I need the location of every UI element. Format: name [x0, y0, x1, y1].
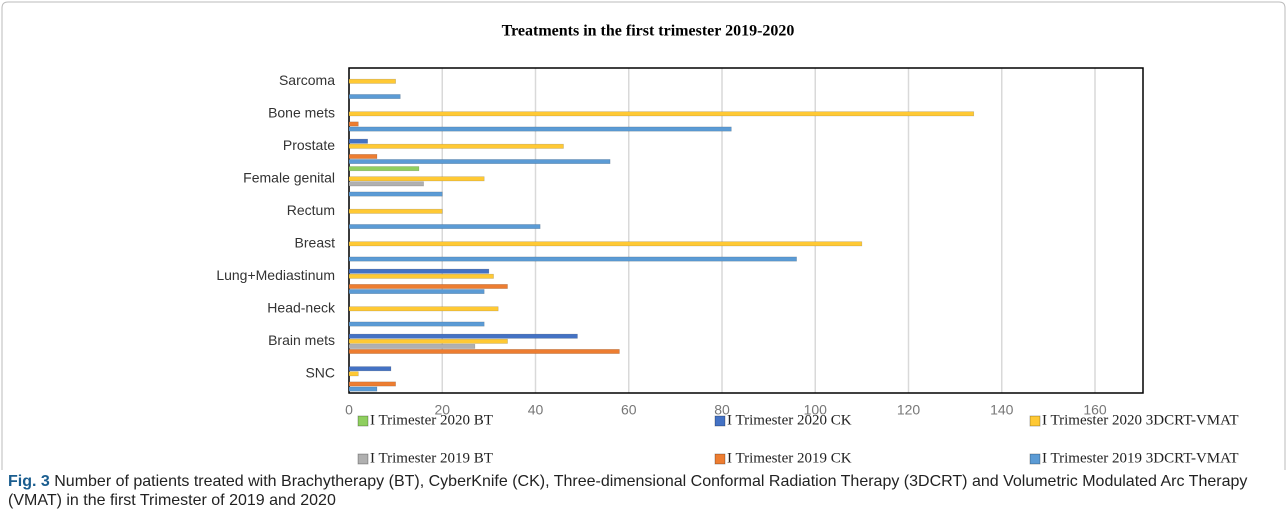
bar — [348, 241, 863, 247]
bar — [348, 366, 392, 372]
legend-label: I Trimester 2020 CK — [727, 412, 852, 428]
chart: Treatments in the first trimester 2019-2… — [1, 1, 1286, 470]
bar — [348, 208, 443, 214]
plot-border — [348, 67, 1144, 394]
chart-title: Treatments in the first trimester 2019-2… — [502, 23, 795, 40]
legend-swatch — [714, 453, 726, 465]
legend-label: I Trimester 2019 3DCRT-VMAT — [1042, 450, 1238, 466]
y-tick-label: Bone mets — [268, 104, 335, 120]
y-tick-label: Breast — [295, 234, 336, 250]
y-tick-label: Sarcoma — [279, 72, 335, 88]
legend-label: I Trimester 2020 BT — [370, 412, 493, 428]
caption: Fig. 3 Number of patients treated with B… — [8, 472, 1248, 510]
legend-swatch — [1029, 415, 1041, 427]
frame — [1, 1, 1286, 470]
y-tick-label: Female genital — [243, 169, 335, 185]
x-tick-label: 0 — [345, 402, 353, 418]
bar — [348, 176, 485, 182]
bar — [348, 181, 424, 187]
bar — [348, 273, 494, 279]
bar — [348, 343, 476, 349]
bar — [348, 78, 396, 84]
x-tick-label: 120 — [897, 402, 921, 418]
y-tick-label: Head-neck — [267, 299, 336, 315]
bar — [348, 224, 541, 230]
x-tick-label: 20 — [434, 402, 450, 418]
bar — [348, 333, 578, 339]
legend-label: I Trimester 2020 3DCRT-VMAT — [1042, 412, 1238, 428]
bar — [348, 268, 490, 274]
bar — [348, 306, 499, 312]
bar — [348, 381, 396, 387]
x-tick-label: 160 — [1083, 402, 1107, 418]
y-tick-label: Lung+Mediastinum — [216, 267, 335, 283]
x-tick-label: 80 — [714, 402, 730, 418]
y-tick-label: Brain mets — [268, 332, 335, 348]
bar — [348, 143, 564, 149]
bar — [348, 289, 485, 294]
x-tick-label: 60 — [621, 402, 637, 418]
caption-text: Number of patients treated with Brachyth… — [8, 473, 1248, 509]
x-tick-label: 40 — [528, 402, 544, 418]
bar — [348, 121, 359, 127]
y-tick-label: SNC — [305, 364, 335, 380]
bar — [348, 166, 420, 172]
bar — [348, 371, 359, 377]
bar — [348, 284, 508, 289]
legend-swatch — [357, 415, 369, 427]
legend-label: I Trimester 2019 BT — [370, 450, 493, 466]
bar — [348, 386, 378, 392]
bar — [348, 338, 508, 344]
bar — [348, 321, 485, 327]
bar — [348, 94, 401, 99]
y-tick-label: Rectum — [287, 202, 335, 218]
bar — [348, 159, 611, 165]
legend-swatch — [1029, 453, 1041, 465]
bar — [348, 191, 443, 197]
bar — [348, 138, 368, 144]
x-tick-label: 100 — [804, 402, 828, 418]
legend-swatch — [714, 415, 726, 427]
bar — [348, 126, 732, 132]
bar — [348, 349, 620, 354]
caption-label: Fig. 3 — [8, 473, 50, 490]
legend-swatch — [357, 453, 369, 465]
bar — [348, 111, 975, 117]
legend-label: I Trimester 2019 CK — [727, 450, 852, 466]
bar — [348, 256, 797, 262]
y-tick-label: Prostate — [283, 137, 335, 153]
x-tick-label: 140 — [990, 402, 1014, 418]
bar — [348, 154, 378, 159]
